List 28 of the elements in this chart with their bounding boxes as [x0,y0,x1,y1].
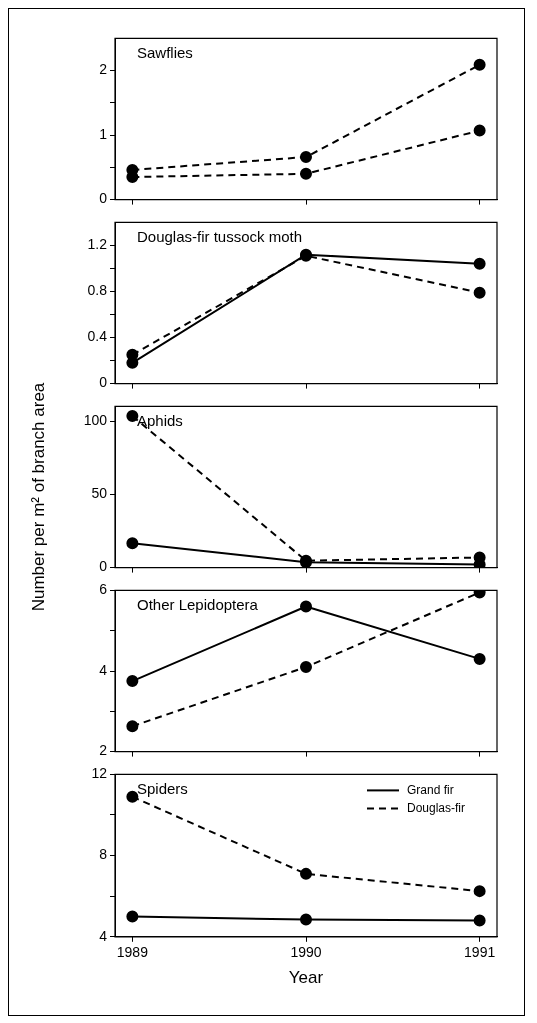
y-tick-label: 2 [99,742,108,759]
x-tick-label: 1990 [290,944,322,961]
y-tick-label: 1.2 [87,236,108,253]
y-tick-label: 6 [99,581,108,598]
y-tick-label: 12 [91,765,108,782]
x-tick-label: 1991 [464,944,496,961]
chart-title: Spiders [137,780,188,798]
y-tick-label: 0.8 [87,282,108,299]
chart-title: Sawflies [137,44,193,62]
y-axis-title: Number per m² of branch area [29,382,49,612]
chart-title: Other Lepidoptera [137,596,259,614]
y-tick-label: 2 [99,61,108,78]
y-tick-label: 0 [99,558,108,575]
x-axis-title: Year [288,968,324,988]
y-tick-label: 100 [83,411,108,428]
y-tick-label: 0 [99,374,108,391]
y-tick-label: 50 [91,485,108,502]
y-tick-label: 4 [99,927,108,944]
y-tick-label: 1 [99,125,108,142]
chart-title: Aphids [137,412,183,430]
legend-label: Douglas-fir [407,800,466,815]
y-tick-label: 0 [99,190,108,207]
y-tick-label: 4 [99,661,108,678]
x-tick-label: 1989 [116,944,149,961]
legend-label: Grand fir [407,782,454,797]
chart-title: Douglas-fir tussock moth [137,228,303,246]
y-tick-label: 8 [99,846,108,863]
y-tick-label: 0.4 [87,328,108,345]
